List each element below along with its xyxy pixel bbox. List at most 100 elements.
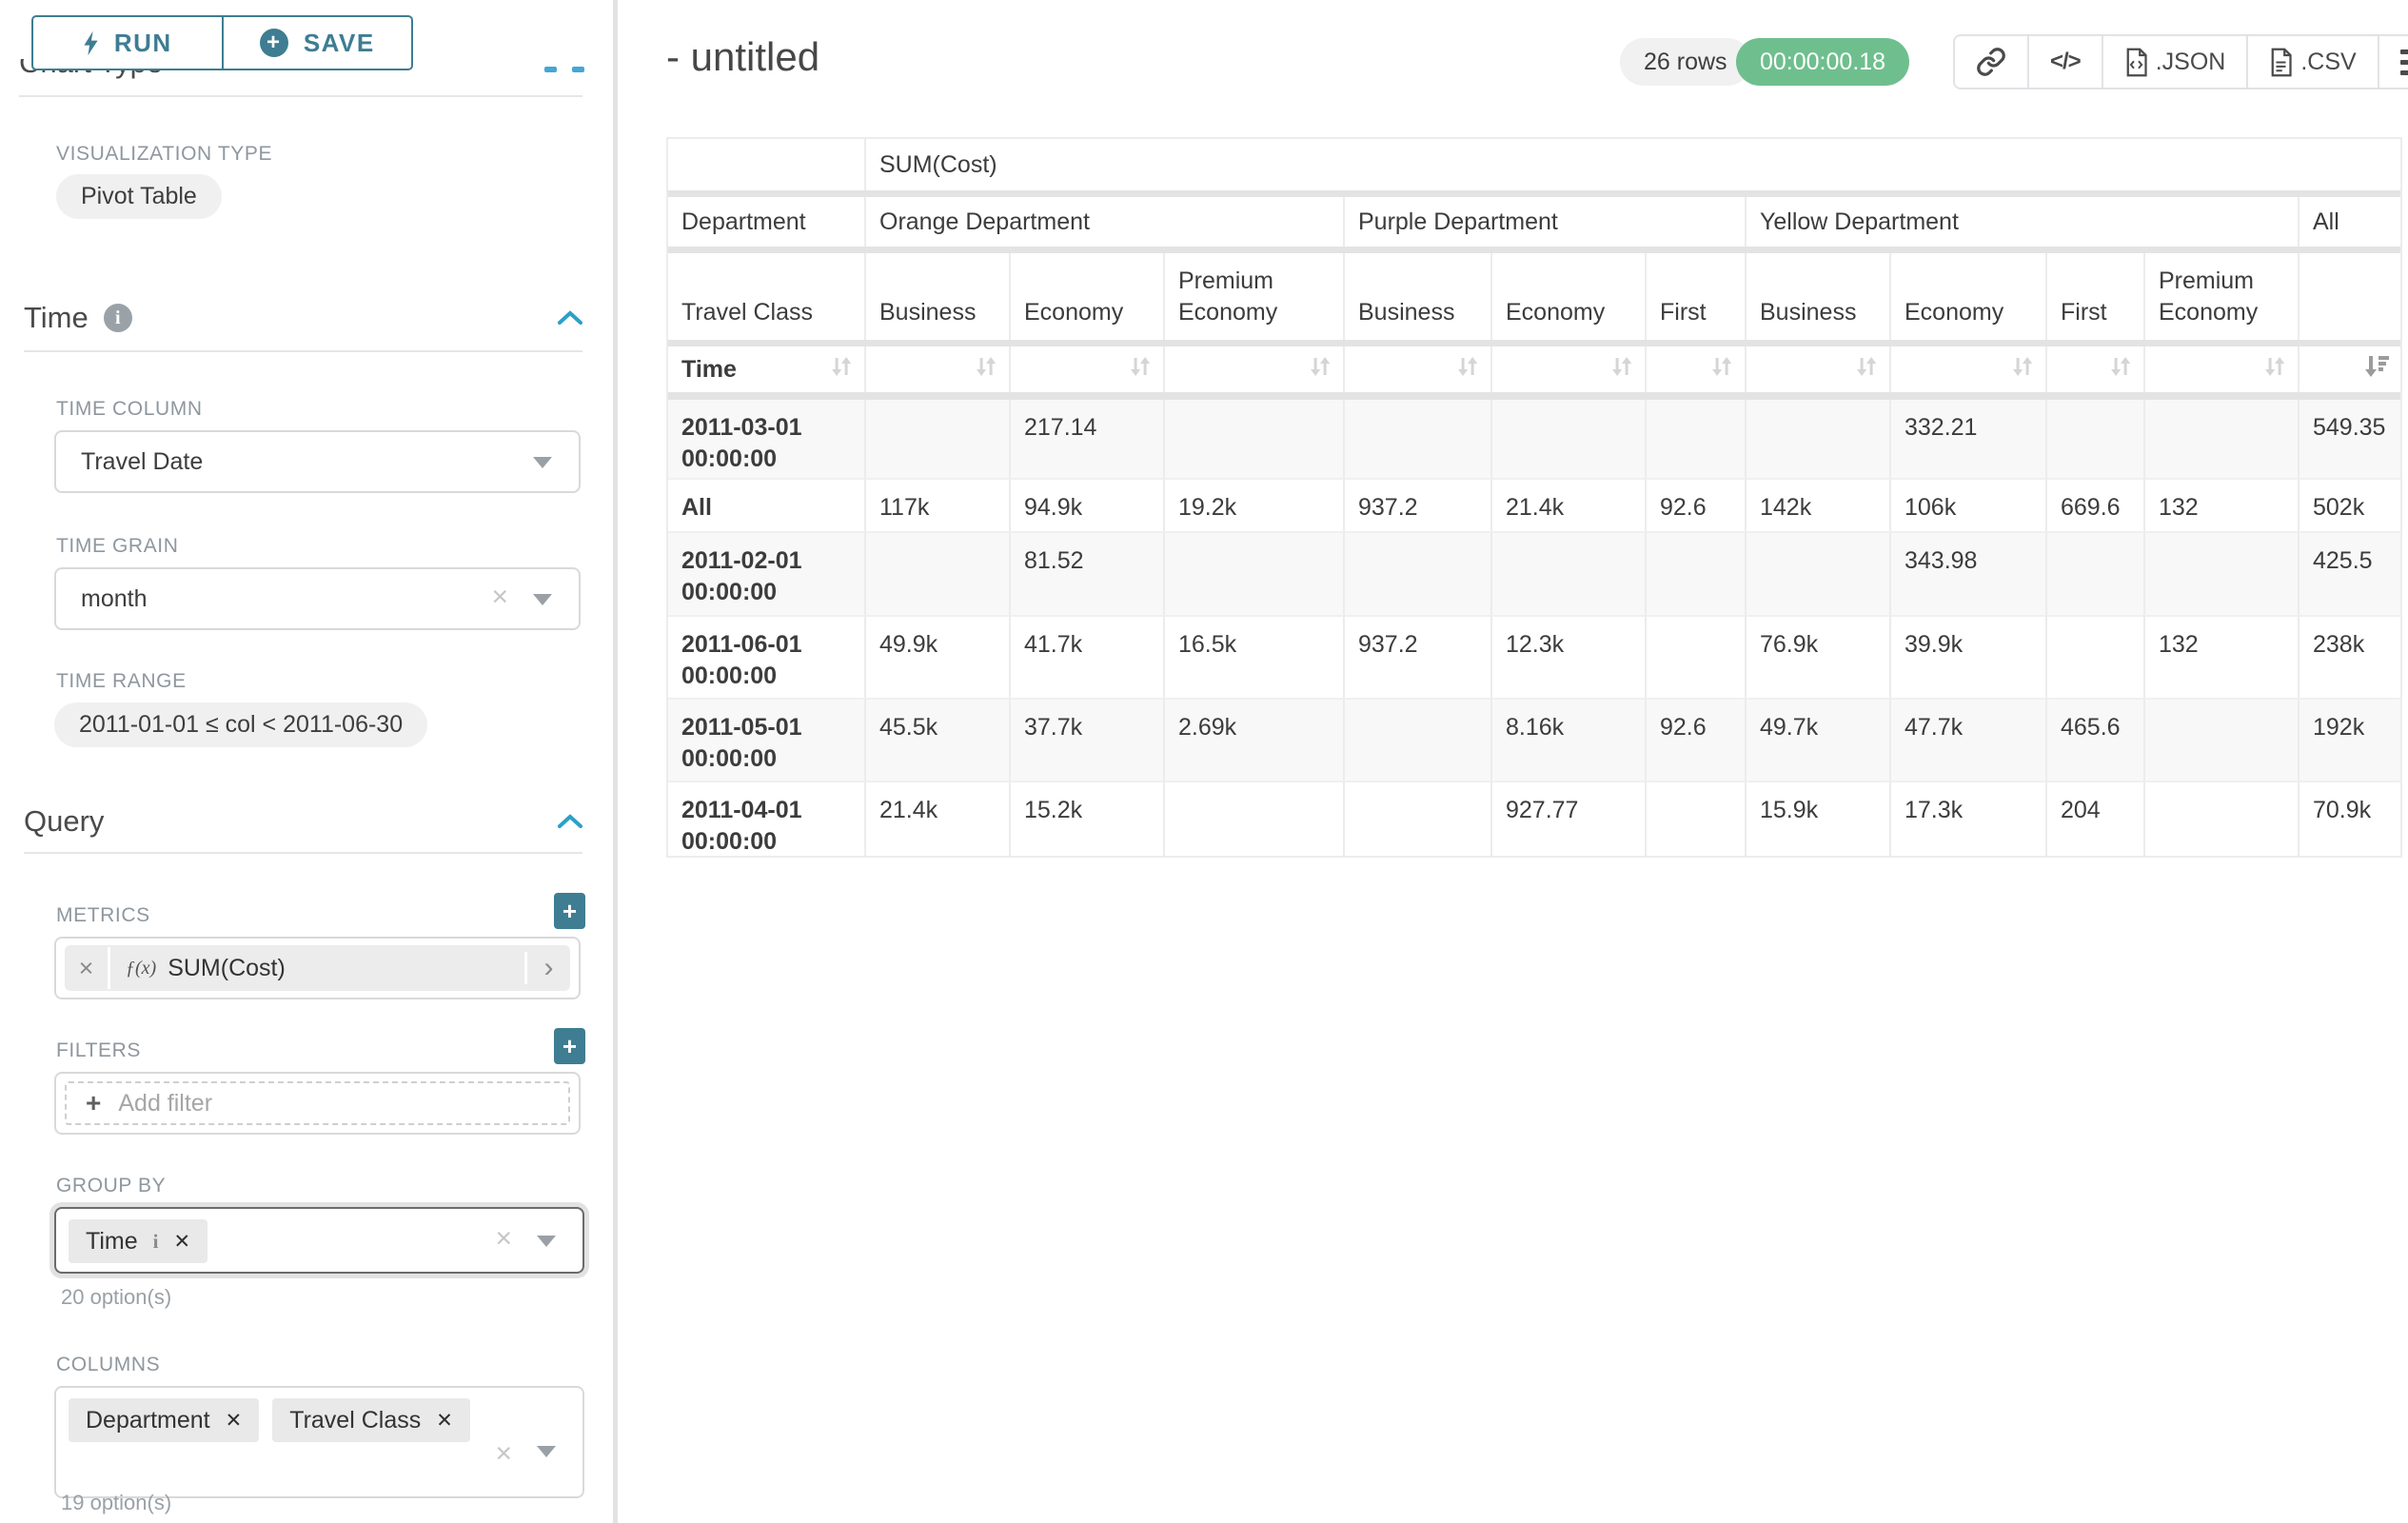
columns-tag[interactable]: Department ✕	[69, 1398, 260, 1442]
pivot-cell	[1747, 400, 1891, 478]
time-grain-select[interactable]: month ×	[54, 567, 581, 630]
panel-resize-gutter[interactable]	[613, 0, 618, 1523]
sort-button[interactable]	[866, 346, 1011, 392]
pivot-cell: 16.5k	[1165, 615, 1345, 698]
embed-code-button[interactable]: </>	[2027, 36, 2102, 88]
group-by-label: GROUP BY	[56, 1175, 167, 1197]
plus-circle-icon: +	[259, 29, 288, 57]
pivot-cell: 192k	[2299, 698, 2400, 781]
pivot-table: SUM(Cost) Department Orange Department Purp…	[666, 137, 2402, 858]
sort-icon[interactable]	[2009, 353, 2036, 386]
pivot-cell: 41.7k	[1011, 615, 1165, 698]
sort-icon[interactable]	[1307, 353, 1333, 386]
pivot-cell: 425.5	[2299, 531, 2400, 615]
run-button[interactable]: RUN	[33, 17, 222, 69]
travel-class-header: Premium Economy	[2145, 253, 2299, 340]
filters-label: FILTERS	[56, 1039, 141, 1061]
group-by-tag[interactable]: Time i ✕	[69, 1219, 208, 1263]
query-section-header[interactable]: Query	[24, 804, 584, 839]
sort-button[interactable]	[1011, 346, 1165, 392]
remove-tag-icon[interactable]: ✕	[436, 1409, 453, 1432]
code-icon: </>	[2050, 49, 2082, 74]
clear-icon[interactable]: ×	[495, 1222, 512, 1255]
sort-icon[interactable]	[1609, 353, 1635, 386]
pivot-cell: 2.69k	[1165, 698, 1345, 781]
sort-button[interactable]	[1747, 346, 1891, 392]
sort-icon[interactable]	[2107, 353, 2134, 386]
sort-icon[interactable]	[1127, 353, 1154, 386]
clear-icon[interactable]: ×	[491, 581, 508, 613]
sort-button[interactable]	[2145, 346, 2299, 392]
sort-button[interactable]	[2047, 346, 2145, 392]
header-separator	[668, 247, 2400, 253]
pivot-cell: 204	[2047, 781, 2145, 856]
sort-icon[interactable]	[1454, 353, 1481, 386]
sort-button[interactable]	[1891, 346, 2047, 392]
caret-down-icon	[537, 1446, 556, 1458]
columns-select[interactable]: Department ✕ Travel Class ✕ ×	[54, 1386, 584, 1498]
expand-metric-icon[interactable]: ›	[524, 952, 570, 984]
info-icon: i	[152, 1229, 159, 1253]
caret-down-icon	[533, 457, 552, 468]
add-filter-button[interactable]: +	[554, 1028, 585, 1064]
scrolled-icon	[572, 67, 584, 72]
time-column-select[interactable]: Travel Date	[54, 430, 581, 493]
department-group-header: Purple Department	[1345, 197, 1747, 247]
columns-tag[interactable]: Travel Class ✕	[272, 1398, 470, 1442]
sort-button[interactable]	[1647, 346, 1747, 392]
pivot-cell: 92.6	[1647, 698, 1747, 781]
time-range-label: TIME RANGE	[56, 670, 187, 692]
group-by-select[interactable]: Time i ✕ ×	[54, 1207, 584, 1274]
row-dimension-header[interactable]: Time	[668, 346, 866, 392]
sort-button[interactable]	[1492, 346, 1647, 392]
sort-icon[interactable]	[1853, 353, 1880, 386]
sort-icon[interactable]	[973, 353, 999, 386]
pivot-cell: 8.16k	[1492, 698, 1647, 781]
menu-button[interactable]	[2377, 36, 2408, 88]
chevron-up-icon[interactable]	[556, 813, 584, 830]
remove-tag-icon[interactable]: ✕	[173, 1230, 191, 1253]
sort-icon[interactable]	[828, 353, 855, 386]
sort-button[interactable]	[1165, 346, 1345, 392]
sort-button[interactable]	[1345, 346, 1492, 392]
sort-button[interactable]	[2299, 346, 2400, 392]
sort-desc-icon[interactable]	[2362, 352, 2391, 387]
add-metric-button[interactable]: +	[554, 893, 585, 929]
pivot-row-label: 2011-06-01 00:00:00	[668, 615, 866, 698]
pivot-cell	[1647, 615, 1747, 698]
pivot-cell	[1165, 781, 1345, 856]
save-button[interactable]: + SAVE	[221, 17, 412, 69]
chart-title[interactable]: - untitled	[666, 34, 820, 79]
hamburger-icon	[2399, 49, 2408, 75]
share-link-button[interactable]	[1955, 36, 2027, 88]
export-csv-button[interactable]: .CSV	[2246, 36, 2377, 88]
pivot-cell: 21.4k	[866, 781, 1011, 856]
time-column-label: TIME COLUMN	[56, 398, 203, 420]
control-panel: Chart Type RUN + SAVE VISUALIZATION TYPE…	[0, 0, 615, 1523]
sort-icon[interactable]	[1708, 353, 1735, 386]
time-section-header[interactable]: Time i	[24, 301, 584, 335]
chevron-up-icon[interactable]	[556, 309, 584, 326]
filters-container: + Add filter	[54, 1072, 581, 1135]
remove-metric-icon[interactable]: ×	[65, 947, 110, 989]
pivot-cell	[1165, 531, 1345, 615]
run-save-button-group: RUN + SAVE	[31, 15, 413, 70]
clear-icon[interactable]: ×	[495, 1437, 512, 1470]
pivot-cell	[2047, 531, 2145, 615]
export-json-button[interactable]: .JSON	[2101, 36, 2247, 88]
sort-icon[interactable]	[2261, 353, 2288, 386]
pivot-cell: 217.14	[1011, 400, 1165, 478]
header-separator	[668, 340, 2400, 346]
pivot-cell: 142k	[1747, 478, 1891, 531]
remove-tag-icon[interactable]: ✕	[225, 1409, 243, 1432]
department-group-header: All	[2299, 197, 2400, 247]
pivot-row-label: All	[668, 478, 866, 531]
pivot-cell: 49.7k	[1747, 698, 1891, 781]
add-filter-dropzone[interactable]: + Add filter	[65, 1081, 570, 1125]
visualization-type-value[interactable]: Pivot Table	[56, 174, 222, 219]
metric-name: SUM(Cost)	[168, 954, 286, 981]
metric-pill[interactable]: × ƒ(x) SUM(Cost) ›	[65, 945, 570, 991]
column-dimension-label: Department	[668, 197, 866, 247]
pivot-cell: 106k	[1891, 478, 2047, 531]
time-range-value[interactable]: 2011-01-01 ≤ col < 2011-06-30	[54, 702, 428, 747]
